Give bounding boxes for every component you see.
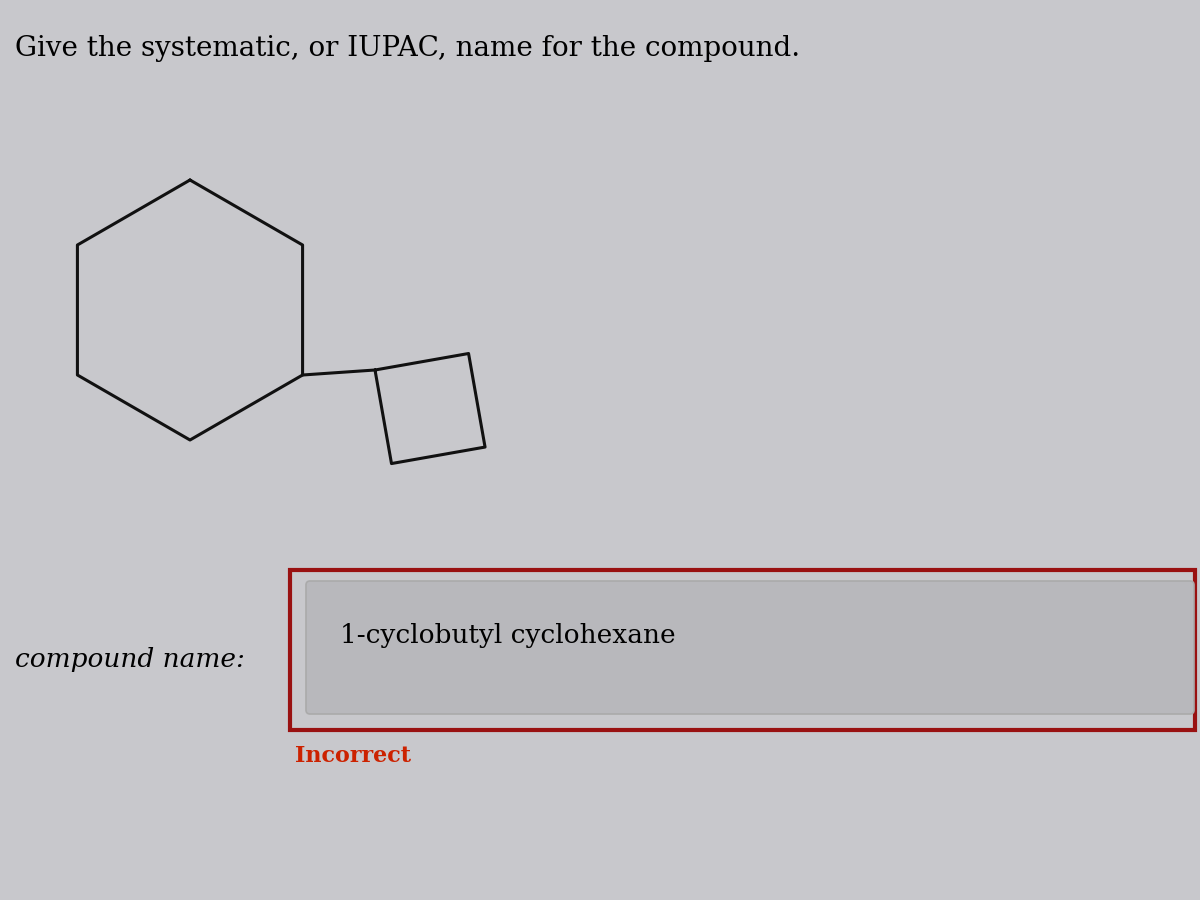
Text: Incorrect: Incorrect: [295, 745, 410, 767]
Text: compound name:: compound name:: [14, 647, 245, 672]
Text: Give the systematic, or IUPAC, name for the compound.: Give the systematic, or IUPAC, name for …: [14, 35, 800, 62]
Bar: [290, 570, 1195, 730]
Text: 1-cyclobutyl cyclohexane: 1-cyclobutyl cyclohexane: [340, 623, 676, 647]
FancyBboxPatch shape: [306, 581, 1194, 714]
